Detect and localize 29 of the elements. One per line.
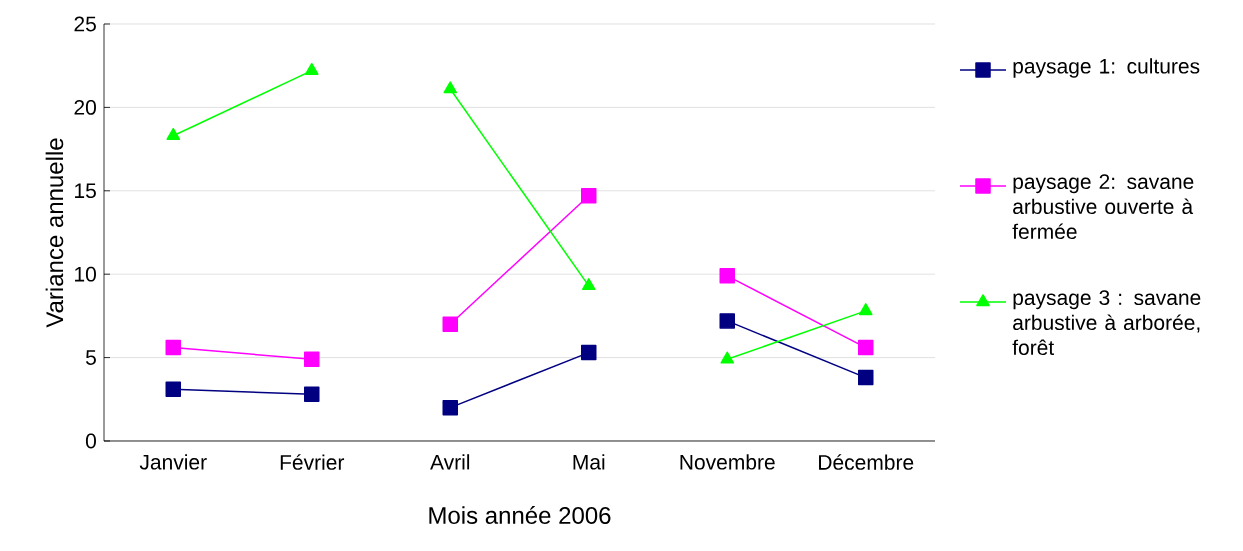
- x-tick-label: Avril: [430, 454, 470, 470]
- legend-label: paysage 1: cultures: [1013, 58, 1200, 78]
- y-tick-label: 15: [75, 183, 96, 199]
- point: [165, 381, 182, 398]
- point: [858, 369, 874, 386]
- y-axis-title: Variance annuelle: [45, 138, 64, 328]
- y-tick-label: 25: [74, 16, 96, 32]
- legend-label: paysage 2: savane arbustive ouverte à fermée: [1012, 174, 1194, 240]
- x-tick-label: Décembre: [819, 454, 914, 470]
- point: [165, 339, 182, 356]
- point: [719, 268, 735, 284]
- point: [304, 351, 320, 368]
- x-tick-label: Février: [280, 454, 345, 470]
- point: [858, 339, 874, 356]
- point: [442, 316, 459, 332]
- y-tick-label: 0: [85, 433, 96, 449]
- x-tick-label: Novembre: [680, 454, 775, 470]
- x-tick-label: Janvier: [139, 454, 207, 470]
- legend-label: paysage 3 : savane arbustive à arborée, forêt: [1012, 290, 1201, 356]
- point: [304, 386, 320, 403]
- x-tick-label: Mai: [573, 454, 605, 470]
- point: [719, 313, 735, 329]
- x-axis-title: Mois année 2006: [429, 506, 611, 524]
- y-tick-label: 10: [75, 266, 96, 282]
- point: [581, 344, 597, 361]
- y-tick-label: 20: [74, 99, 96, 115]
- point: [581, 188, 597, 204]
- y-tick-label: 5: [85, 350, 96, 365]
- point: [442, 399, 459, 416]
